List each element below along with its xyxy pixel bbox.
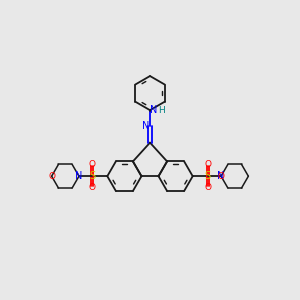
Text: O: O bbox=[204, 183, 211, 192]
Text: O: O bbox=[89, 160, 96, 169]
Text: O: O bbox=[48, 172, 55, 181]
Text: S: S bbox=[89, 171, 95, 181]
Text: N: N bbox=[218, 171, 225, 181]
Text: N: N bbox=[75, 171, 82, 181]
Text: O: O bbox=[89, 183, 96, 192]
Text: S: S bbox=[205, 171, 211, 181]
Text: H: H bbox=[158, 106, 165, 115]
Text: O: O bbox=[218, 172, 224, 181]
Text: N: N bbox=[142, 122, 149, 131]
Text: N: N bbox=[150, 105, 158, 116]
Text: O: O bbox=[204, 160, 211, 169]
